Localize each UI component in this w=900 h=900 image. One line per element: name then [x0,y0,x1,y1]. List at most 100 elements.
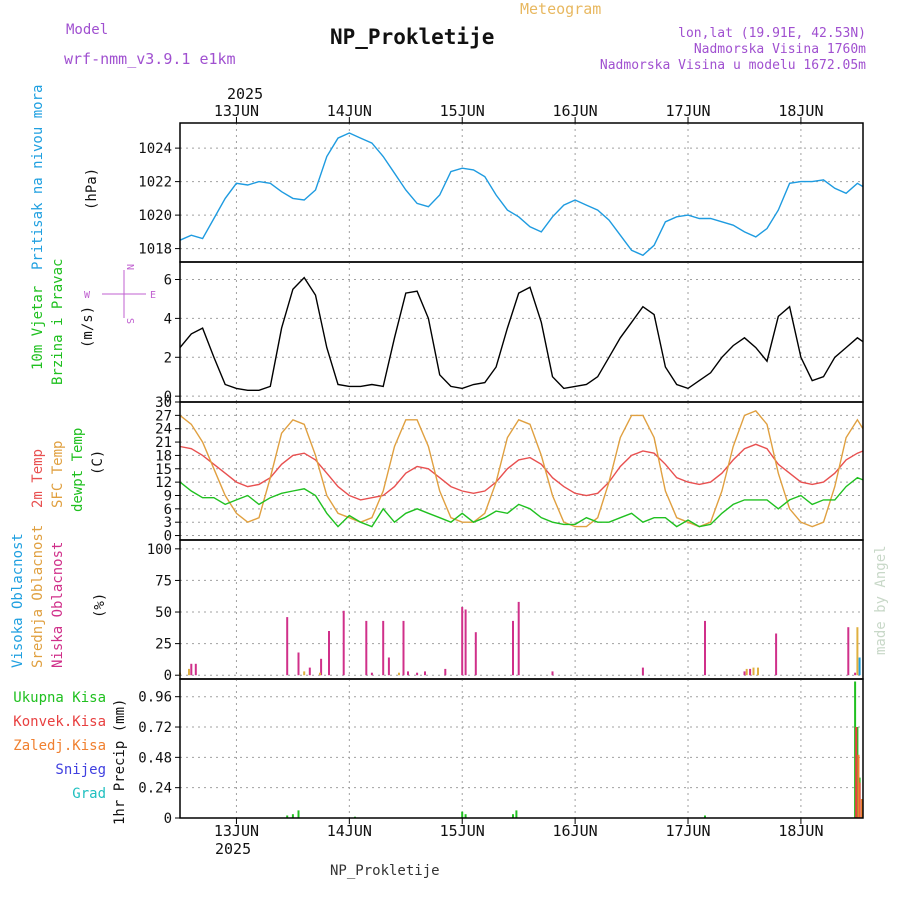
bottom-day-label: 17JUN [665,822,710,840]
y-tick-label: 0.24 [138,781,172,797]
bottom-day-label: 16JUN [553,822,598,840]
y-tick-label: 4 [164,311,172,327]
cloud-unit: (%) [92,593,108,618]
bar-niska-oblacnost [474,632,477,676]
series-sfc-temp [179,410,864,528]
bar-niska-oblacnost [775,633,778,676]
top-day-label: 14JUN [327,102,372,120]
panel-frame [179,539,864,680]
snow-label: Snijeg [55,762,106,778]
panels: 1018102010221024024603691215182124273002… [138,117,864,827]
y-tick-label: 27 [155,408,172,424]
precip-frz-label: Zaledj.Kisa [13,738,106,754]
panel-wind: 0 2 4 6 [164,261,864,405]
bar-ukupna-kisa [704,815,706,818]
bar-niska-oblacnost [382,620,385,676]
y-tick-label: 25 [155,637,172,653]
y-tick-label: 75 [155,573,172,589]
series-pritisak-na-nivou-mora [179,132,864,257]
bar-ukupna-kisa [291,814,294,818]
bar-niska-oblacnost [328,631,330,676]
cloud-mid-label: Srednja Oblacnost [30,525,46,668]
location-coords: lon,lat (19.91E, 42.53N) [678,26,866,41]
bottom-day-label: 15JUN [440,822,485,840]
temp-unit: (C) [90,450,106,475]
top-day-label: 15JUN [440,102,485,120]
y-tick-label: 30 [155,395,172,411]
y-tick-label: 0 [164,529,172,545]
footer-station: NP_Prokletije [330,863,440,879]
bar-srednja-oblacnost [757,667,759,676]
dewpt-label: dewpt Temp [70,428,86,512]
bar-ukupna-kisa [856,727,859,818]
panel-frame [179,401,864,541]
bar-niska-oblacnost [517,601,520,676]
series-dewpt-temp [179,476,864,528]
bar-niska-oblacnost [444,668,447,676]
model-name: wrf-nmm_v3.9.1 e1km [64,50,236,68]
compass-s: S [124,318,135,324]
compass-e: E [150,290,156,301]
bar-srednja-oblacnost [303,671,306,676]
bar-srednja-oblacnost [745,668,748,676]
y-tick-label: 1024 [138,141,172,157]
bar-zaledj-kisa [860,799,863,818]
model-elevation: Nadmorska Visina u modelu 1672.05m [600,58,866,73]
precip-total-label: Ukupna Kisa [13,690,106,706]
bar-niska-oblacnost [641,667,644,676]
y-tick-label: 21 [155,435,172,451]
bar-niska-oblacnost [342,610,345,676]
bar-niska-oblacnost [387,657,390,676]
bar-zaledj-kisa [857,754,860,818]
bar-niska-oblacnost [365,620,368,676]
bottom-day-label: 18JUN [778,822,823,840]
y-tick-label: 2 [164,350,172,366]
bar-srednja-oblacnost [188,668,190,676]
compass-w: W [84,290,91,301]
bar-niska-oblacnost [743,671,746,676]
wind-label-1: 10m Vjetar [30,286,46,370]
bar-niska-oblacnost [286,617,289,676]
bar-niska-oblacnost [320,658,323,676]
cloud-high-label: Visoka Oblacnost [10,533,26,668]
panel-frame [179,678,864,819]
bar-visoka-oblacnost [858,657,861,676]
bar-srednja-oblacnost [856,627,859,676]
y-tick-label: 0.48 [138,750,172,766]
bar-konvek-kisa [855,727,858,818]
y-tick-label: 0 [164,389,172,405]
bar-niska-oblacnost [551,671,554,676]
bar-niska-oblacnost [464,609,467,676]
y-tick-label: 6 [164,273,172,289]
bar-ukupna-kisa [854,681,857,818]
wind-label-2: Brzina i Pravac [50,259,66,385]
precip-conv-label: Konvek.Kisa [13,714,106,730]
year-label-top: 2025 [227,85,263,103]
wind-unit: (m/s) [80,306,96,348]
bar-niska-oblacnost [424,671,426,676]
chart-title: NP_Prokletije [330,25,494,49]
y-tick-label: 9 [164,488,172,504]
y-tick-label: 0.72 [138,720,172,736]
hail-label: Grad [72,786,106,802]
panel-clouds: 0 25 50 75 100 [147,539,864,684]
y-tick-label: 1022 [138,175,172,191]
compass-n: N [124,264,135,270]
bar-ukupna-kisa [297,810,300,818]
bar-ukupna-kisa [461,811,464,818]
y-tick-label: 6 [164,502,172,518]
y-tick-label: 0 [164,811,172,827]
y-tick-label: 12 [155,475,172,491]
bar-srednja-oblacnost [752,667,755,676]
top-day-label: 17JUN [665,102,710,120]
y-tick-label: 1018 [138,242,172,258]
bottom-day-labels: 13JUN 14JUN 15JUN 16JUN 17JUN 18JUN [214,822,824,840]
station-elevation: Nadmorska Visina 1760m [694,42,866,57]
y-tick-label: 24 [155,422,172,438]
y-tick-label: 50 [155,605,172,621]
bar-niska-oblacnost [297,652,300,676]
year-label-bottom: 2025 [215,840,251,858]
bar-ukupna-kisa [512,814,514,818]
bar-niska-oblacnost [461,607,464,676]
